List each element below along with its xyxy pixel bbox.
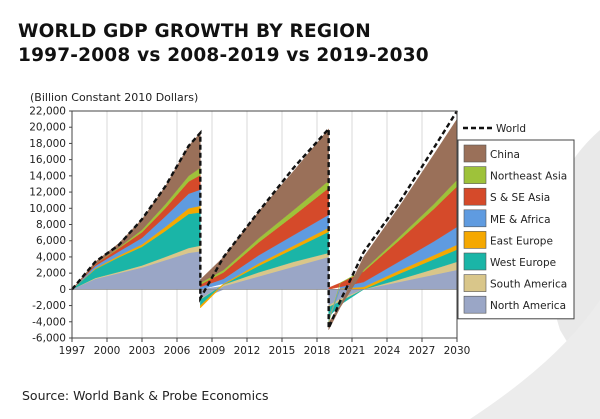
y-tick-label: 12,000: [29, 187, 66, 199]
y-tick-label: 18,000: [29, 138, 66, 150]
x-tick-label: 1997: [59, 345, 86, 357]
x-tick-label: 2000: [94, 345, 121, 357]
legend-swatch-me-africa: [463, 209, 487, 228]
area-china-period-1: [71, 132, 201, 290]
source-note: Source: World Bank & Probe Economics: [22, 388, 269, 403]
x-tick-label: 2027: [409, 345, 436, 357]
x-tick-label: 2021: [339, 345, 366, 357]
y-tick-label: 0: [59, 284, 66, 296]
legend-swatch-west-europe: [463, 252, 487, 271]
y-tick-label: -6,000: [32, 333, 66, 345]
x-tick-label: 2009: [199, 345, 226, 357]
y-tick-label: 6,000: [36, 235, 66, 247]
legend-swatch-north-america: [463, 295, 487, 314]
y-tick-label: 16,000: [29, 154, 66, 166]
chart-title-line2: 1997-2008 vs 2008-2019 vs 2019-2030: [18, 45, 429, 66]
y-tick-label: 20,000: [29, 122, 66, 134]
y-tick-label: 10,000: [29, 203, 66, 215]
legend-label-south-america: South America: [490, 279, 567, 291]
legend-world-label: World: [496, 123, 526, 135]
x-tick-label: 2006: [164, 345, 191, 357]
legend-swatch-s-se-asia: [463, 187, 487, 206]
background-swoosh-shape-lower: [470, 300, 600, 419]
world-line: [71, 110, 459, 329]
y-tick-label: -2,000: [32, 300, 66, 312]
y-tick-label: 4,000: [36, 251, 66, 263]
x-tick-label: 2030: [444, 345, 471, 357]
x-tick-label: 2018: [304, 345, 331, 357]
legend-label-west-europe: West Europe: [490, 257, 556, 269]
legend-label-north-america: North America: [490, 300, 566, 312]
y-tick-label: 14,000: [29, 170, 66, 182]
legend-label-northeast-asia: Northeast Asia: [490, 171, 567, 183]
legend-swatch-east-europe: [463, 231, 487, 249]
y-tick-label: 8,000: [36, 219, 66, 231]
legend-label-s-se-asia: S & SE Asia: [490, 192, 550, 204]
chart-title: WORLD GDP GROWTH BY REGION 1997-2008 vs …: [18, 20, 429, 68]
x-tick-label: 2024: [374, 345, 401, 357]
legend-label-china: China: [490, 149, 520, 161]
y-tick-label: 2,000: [36, 268, 66, 280]
legend-label-me-africa: ME & Africa: [490, 214, 551, 226]
legend-label-east-europe: East Europe: [490, 235, 553, 247]
legend-swatch-china: [463, 144, 487, 163]
legend-swatch-south-america: [463, 274, 487, 292]
y-axis-unit-label: (Billion Constant 2010 Dollars): [30, 91, 199, 104]
chart-title-line1: WORLD GDP GROWTH BY REGION: [18, 21, 371, 42]
legend-swatch-northeast-asia: [463, 166, 487, 184]
x-tick-label: 2015: [269, 345, 296, 357]
y-tick-label: -4,000: [32, 316, 66, 328]
x-tick-label: 2012: [234, 345, 261, 357]
x-tick-label: 2003: [129, 345, 156, 357]
y-tick-label: 22,000: [29, 106, 66, 118]
